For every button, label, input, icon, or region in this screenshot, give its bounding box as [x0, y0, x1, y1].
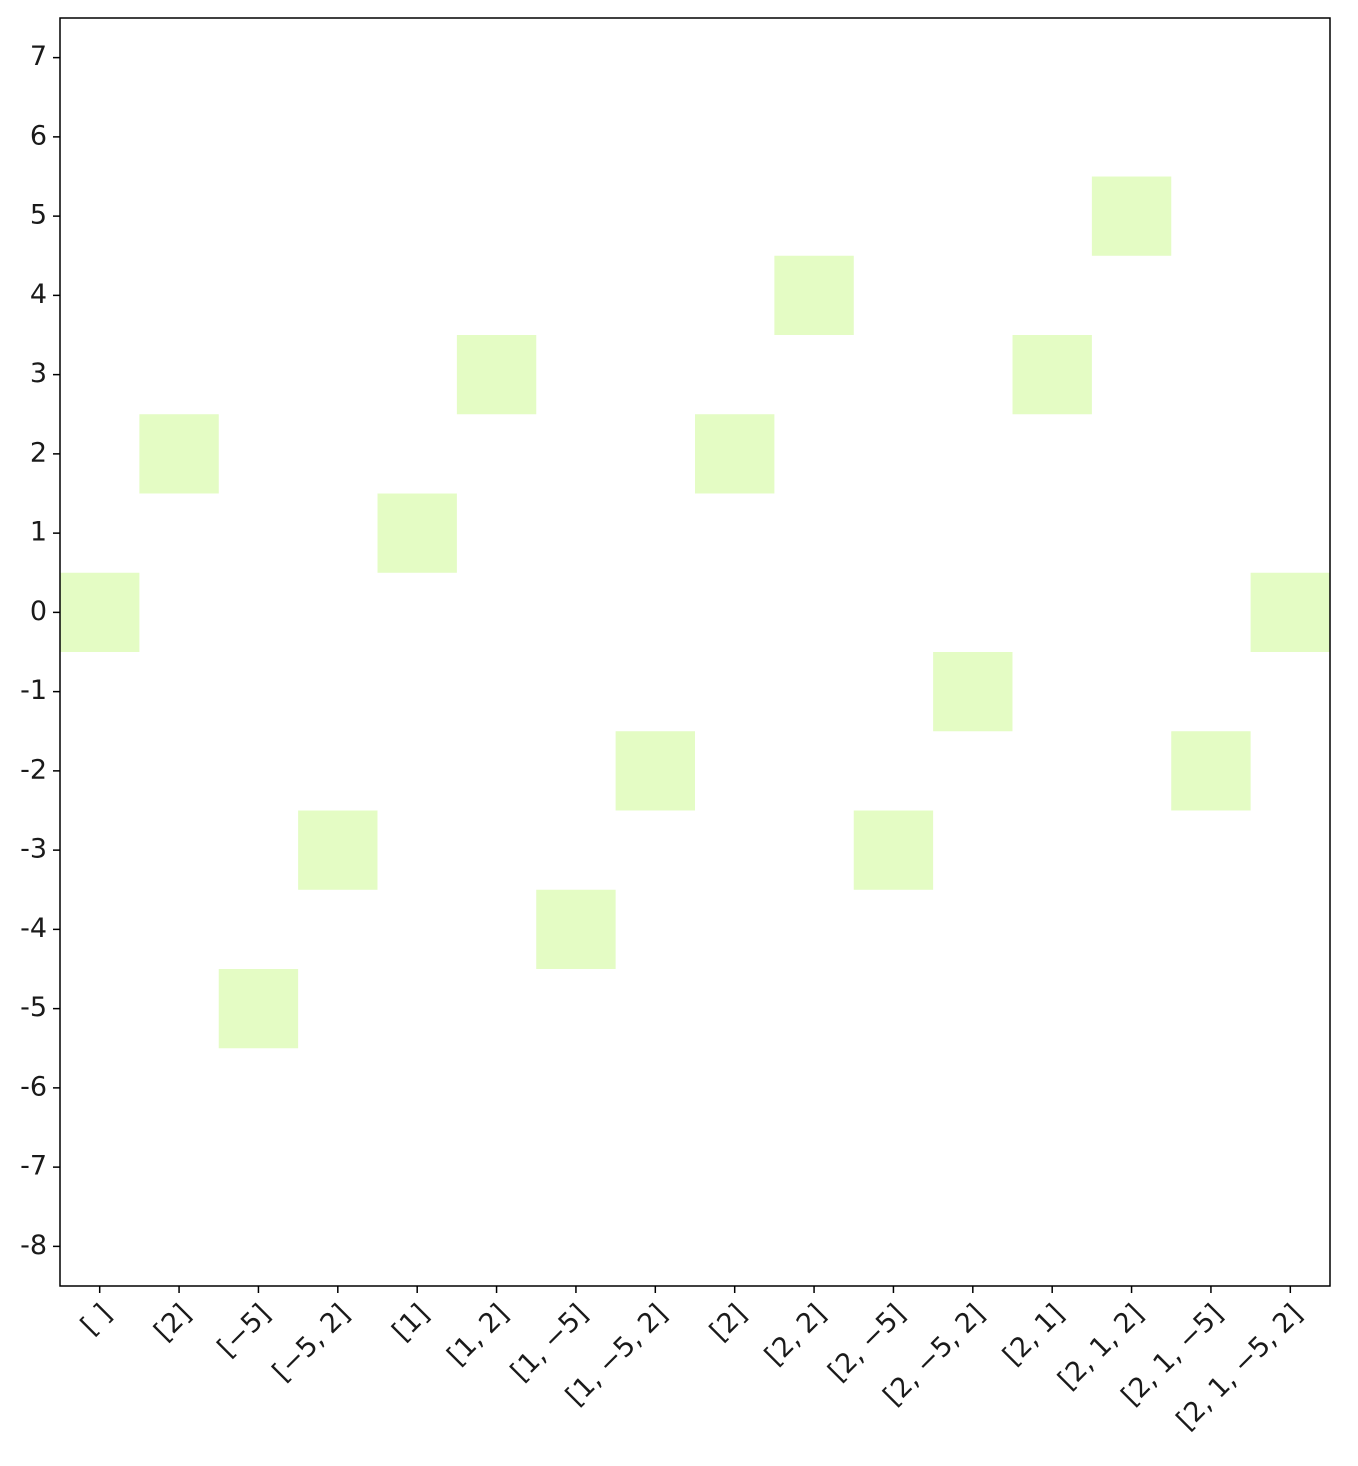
cell — [456, 335, 537, 415]
y-tick-label: 0 — [30, 596, 47, 627]
y-tick-label: -6 — [20, 1071, 47, 1102]
x-tick-label: [2, 1] — [997, 1298, 1070, 1371]
cell — [933, 652, 1013, 732]
y-tick-label: 3 — [30, 358, 47, 389]
cell — [377, 493, 457, 573]
y-tick-label: 7 — [30, 41, 47, 72]
x-tick-label: [−5, 2] — [267, 1298, 356, 1387]
y-tick-label: -7 — [20, 1151, 47, 1182]
cell — [615, 731, 695, 811]
cell — [695, 414, 775, 494]
cell — [1012, 335, 1092, 415]
cell — [139, 414, 219, 494]
x-tick-label: [2] — [148, 1298, 197, 1347]
cell — [1171, 731, 1251, 811]
cell — [1091, 176, 1172, 256]
x-tick-label: [2, 2] — [759, 1298, 832, 1371]
cell — [853, 810, 934, 890]
plot-frame — [59, 17, 1331, 1287]
y-tick-label: 1 — [30, 517, 47, 548]
x-tick-label: [ ] — [75, 1298, 118, 1341]
y-tick-label: 4 — [30, 279, 47, 310]
cell — [536, 889, 616, 969]
cell — [774, 255, 854, 335]
y-tick-label: -5 — [20, 992, 47, 1023]
y-tick-label: 2 — [30, 437, 47, 468]
cell — [218, 969, 299, 1049]
y-tick-label: -3 — [20, 834, 47, 865]
y-tick-label: -2 — [20, 754, 47, 785]
y-tick-label: -8 — [20, 1230, 47, 1261]
y-tick-label: 6 — [30, 120, 47, 151]
y-tick-label: -4 — [20, 913, 47, 944]
x-tick-label: [2] — [704, 1298, 753, 1347]
y-tick-label: -1 — [20, 675, 47, 706]
cell — [1250, 572, 1330, 652]
cell — [298, 810, 378, 890]
cell — [60, 572, 140, 652]
x-tick-label: [−5] — [212, 1298, 277, 1363]
x-tick-label: [1] — [386, 1298, 435, 1347]
x-tick-label: [1, 2] — [442, 1298, 515, 1371]
y-tick-label: 5 — [30, 200, 47, 231]
